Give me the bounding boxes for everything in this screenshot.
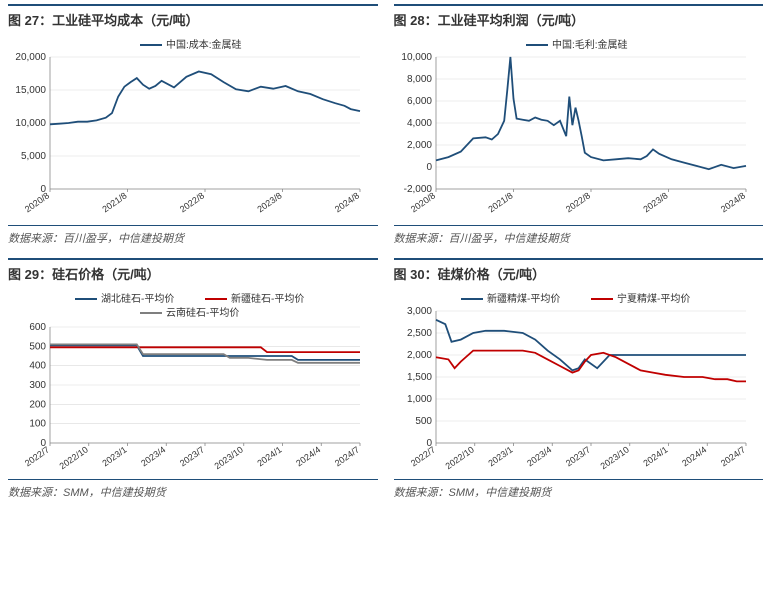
panel-30: 图 30：硅煤价格（元/吨） 新疆精煤-平均价宁夏精煤-平均价05001,000… xyxy=(386,254,771,508)
panel-29: 图 29：硅石价格（元/吨） 湖北硅石-平均价新疆硅石-平均价云南硅石-平均价0… xyxy=(0,254,386,508)
svg-text:中国:毛利:金属硅: 中国:毛利:金属硅 xyxy=(552,38,628,51)
svg-text:2,000: 2,000 xyxy=(406,350,431,361)
svg-text:2024/1: 2024/1 xyxy=(255,444,283,468)
svg-text:新疆精煤-平均价: 新疆精煤-平均价 xyxy=(487,292,560,305)
svg-text:2024/1: 2024/1 xyxy=(641,444,669,468)
svg-text:2023/10: 2023/10 xyxy=(598,444,630,471)
svg-text:2022/7: 2022/7 xyxy=(408,444,436,468)
svg-text:云南硅石-平均价: 云南硅石-平均价 xyxy=(166,306,239,319)
svg-text:1,500: 1,500 xyxy=(406,372,431,383)
svg-text:1,000: 1,000 xyxy=(406,394,431,405)
svg-text:4,000: 4,000 xyxy=(406,118,431,129)
chart-28: 中国:毛利:金属硅-2,00002,0004,0006,0008,00010,0… xyxy=(394,35,764,225)
chart-29: 湖北硅石-平均价新疆硅石-平均价云南硅石-平均价0100200300400500… xyxy=(8,289,378,479)
svg-text:10,000: 10,000 xyxy=(401,52,432,63)
svg-text:2,000: 2,000 xyxy=(406,140,431,151)
svg-text:2023/1: 2023/1 xyxy=(100,444,128,468)
svg-text:2022/7: 2022/7 xyxy=(23,444,51,468)
svg-text:5,000: 5,000 xyxy=(21,151,46,162)
svg-text:2024/7: 2024/7 xyxy=(333,444,361,468)
svg-text:2023/8: 2023/8 xyxy=(641,190,669,214)
chart-27: 中国:成本:金属硅05,00010,00015,00020,0002020/82… xyxy=(8,35,378,225)
panel-27: 图 27：工业硅平均成本（元/吨） 中国:成本:金属硅05,00010,0001… xyxy=(0,0,386,254)
svg-text:20,000: 20,000 xyxy=(15,52,46,63)
svg-text:2022/8: 2022/8 xyxy=(178,190,206,214)
svg-text:100: 100 xyxy=(29,419,46,430)
svg-text:10,000: 10,000 xyxy=(15,118,46,129)
svg-text:400: 400 xyxy=(29,361,46,372)
svg-text:宁夏精煤-平均价: 宁夏精煤-平均价 xyxy=(617,292,690,305)
svg-text:6,000: 6,000 xyxy=(406,96,431,107)
svg-text:2024/7: 2024/7 xyxy=(718,444,746,468)
chart-source: 数据来源：百川盈孚，中信建投期货 xyxy=(394,225,764,254)
chart-title: 图 28：工业硅平均利润（元/吨） xyxy=(394,4,764,35)
svg-text:新疆硅石-平均价: 新疆硅石-平均价 xyxy=(231,292,304,305)
svg-text:8,000: 8,000 xyxy=(406,74,431,85)
svg-text:3,000: 3,000 xyxy=(406,306,431,317)
svg-text:2023/4: 2023/4 xyxy=(139,444,167,468)
svg-text:200: 200 xyxy=(29,399,46,410)
svg-text:500: 500 xyxy=(29,341,46,352)
chart-30: 新疆精煤-平均价宁夏精煤-平均价05001,0001,5002,0002,500… xyxy=(394,289,764,479)
panel-28: 图 28：工业硅平均利润（元/吨） 中国:毛利:金属硅-2,00002,0004… xyxy=(386,0,771,254)
svg-text:2022/10: 2022/10 xyxy=(58,444,90,471)
chart-title: 图 27：工业硅平均成本（元/吨） xyxy=(8,4,378,35)
svg-text:2021/8: 2021/8 xyxy=(486,190,514,214)
svg-text:600: 600 xyxy=(29,322,46,333)
chart-title: 图 29：硅石价格（元/吨） xyxy=(8,258,378,289)
svg-text:2023/1: 2023/1 xyxy=(486,444,514,468)
svg-text:2020/8: 2020/8 xyxy=(23,190,51,214)
svg-text:2023/4: 2023/4 xyxy=(525,444,553,468)
svg-text:15,000: 15,000 xyxy=(15,85,46,96)
svg-text:2,500: 2,500 xyxy=(406,328,431,339)
svg-text:中国:成本:金属硅: 中国:成本:金属硅 xyxy=(166,38,242,51)
svg-text:2021/8: 2021/8 xyxy=(100,190,128,214)
svg-text:2024/8: 2024/8 xyxy=(718,190,746,214)
chart-grid: 图 27：工业硅平均成本（元/吨） 中国:成本:金属硅 0 5,000 10,000 1… xyxy=(0,0,771,508)
chart-source: 数据来源：百川盈孚，中信建投期货 xyxy=(8,225,378,254)
svg-text:2024/4: 2024/4 xyxy=(294,444,322,468)
svg-text:500: 500 xyxy=(415,416,432,427)
svg-text:2024/4: 2024/4 xyxy=(680,444,708,468)
chart-title: 图 30：硅煤价格（元/吨） xyxy=(394,258,764,289)
svg-text:2023/10: 2023/10 xyxy=(213,444,245,471)
chart-source: 数据来源：SMM，中信建投期货 xyxy=(394,479,764,508)
chart-source: 数据来源：SMM，中信建投期货 xyxy=(8,479,378,508)
svg-text:湖北硅石-平均价: 湖北硅石-平均价 xyxy=(101,292,174,305)
svg-text:2022/8: 2022/8 xyxy=(563,190,591,214)
svg-text:0: 0 xyxy=(426,162,432,173)
svg-text:2024/8: 2024/8 xyxy=(333,190,361,214)
svg-text:2023/7: 2023/7 xyxy=(178,444,206,468)
svg-text:2023/7: 2023/7 xyxy=(563,444,591,468)
svg-text:300: 300 xyxy=(29,380,46,391)
svg-text:2022/10: 2022/10 xyxy=(443,444,475,471)
svg-text:2023/8: 2023/8 xyxy=(255,190,283,214)
